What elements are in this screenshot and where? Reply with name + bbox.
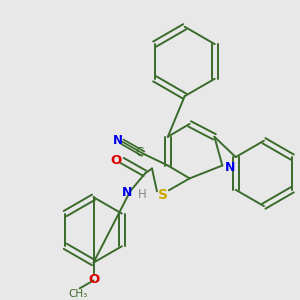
Text: H: H [138,188,146,201]
Text: N: N [225,161,236,174]
Text: S: S [158,188,168,202]
Text: O: O [88,273,99,286]
Text: N: N [113,134,123,147]
Text: CH₃: CH₃ [68,289,87,299]
Text: N: N [122,186,132,199]
Text: O: O [111,154,122,167]
Text: C: C [135,146,143,159]
